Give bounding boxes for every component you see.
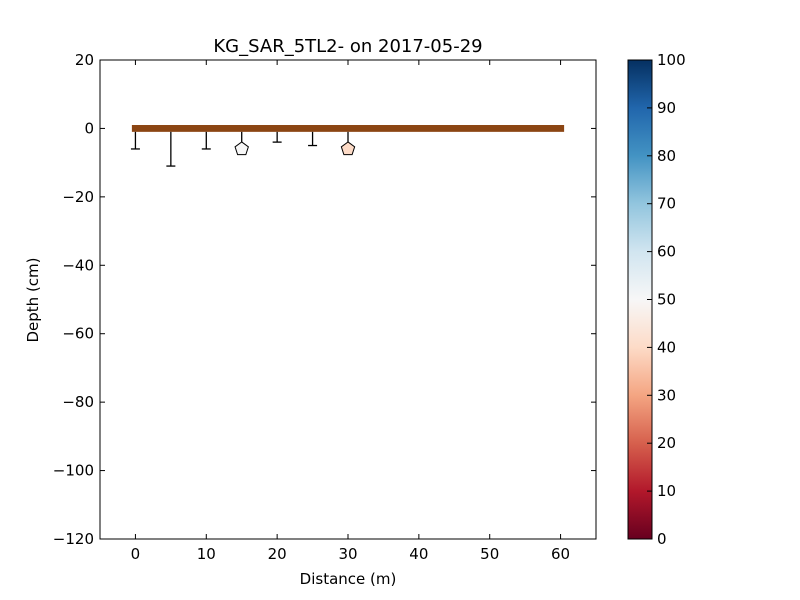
colorbar-tick-label: 90	[657, 99, 676, 117]
x-tick-label: 0	[131, 545, 141, 563]
y-tick-label: −60	[62, 325, 94, 343]
colorbar-tick-label: 20	[657, 434, 676, 452]
ground-surface-bar	[131, 125, 565, 132]
colorbar-tick-label: 60	[657, 243, 676, 261]
y-tick-label: 20	[75, 51, 94, 69]
y-tick-label: −100	[53, 462, 94, 480]
y-tick-label: −20	[62, 188, 94, 206]
colorbar-tick-label: 0	[657, 530, 667, 548]
x-tick-label: 40	[409, 545, 428, 563]
x-tick-label: 30	[338, 545, 357, 563]
plot-area	[130, 125, 565, 167]
y-axis: 20 0 −20 −40 −60 −80 −100 −120	[53, 51, 596, 548]
x-axis: 0 10 20 30 40 50 60	[131, 60, 570, 563]
probe-marker	[234, 141, 249, 156]
probe-marker	[340, 141, 356, 156]
colorbar-tick-label: 50	[657, 291, 676, 309]
x-tick-label: 50	[480, 545, 499, 563]
y-tick-label: −120	[53, 530, 94, 548]
colorbar-tick-label: 80	[657, 147, 676, 165]
x-axis-label: Distance (m)	[300, 570, 397, 588]
y-tick-label: −80	[62, 393, 94, 411]
y-tick-label: 0	[84, 119, 94, 137]
x-tick-label: 20	[268, 545, 287, 563]
chart-title: KG_SAR_5TL2- on 2017-05-29	[213, 36, 482, 57]
y-axis-label: Depth (cm)	[24, 257, 42, 342]
y-tick-label: −40	[62, 256, 94, 274]
colorbar-tick-label: 100	[657, 51, 686, 69]
x-tick-label: 60	[551, 545, 570, 563]
colorbar-tick-label: 10	[657, 482, 676, 500]
colorbar-tick-label: 40	[657, 338, 676, 356]
colorbar-tick-label: 30	[657, 386, 676, 404]
x-tick-label: 10	[197, 545, 216, 563]
colorbar-axis: 0 10 20 30 40 50 60 70 80 90 100	[647, 51, 686, 548]
colorbar-tick-label: 70	[657, 195, 676, 213]
